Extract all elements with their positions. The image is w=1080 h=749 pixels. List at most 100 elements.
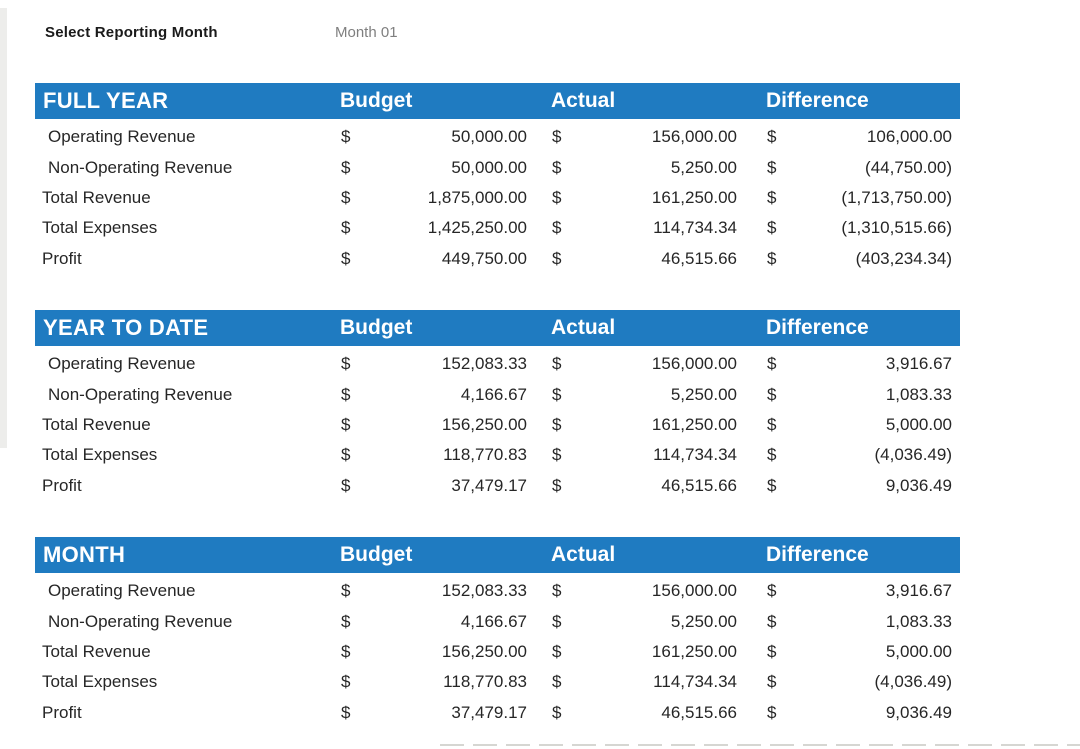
currency-symbol: $	[552, 414, 562, 434]
currency-symbol: $	[552, 384, 562, 404]
currency-symbol: $	[341, 445, 351, 465]
difference-value: (1,310,515.66)	[841, 218, 952, 238]
budget-cell: $37,479.17	[335, 703, 535, 723]
currency-symbol: $	[552, 475, 562, 495]
budget-cell: $4,166.67	[335, 612, 535, 632]
row-label: Total Expenses	[42, 218, 158, 238]
difference-cell: $ (44,750.00)	[745, 158, 960, 178]
difference-value: (1,713,750.00)	[841, 187, 952, 207]
actual-value: 5,250.00	[670, 157, 737, 177]
row-label: Operating Revenue	[48, 127, 196, 147]
column-header-difference: Difference	[766, 89, 869, 112]
budget-value: 4,166.67	[460, 611, 527, 631]
currency-symbol: $	[767, 127, 777, 147]
table-row: Total Revenue $1,875,000.00 $161,250.00 $ (1…	[35, 183, 960, 213]
currency-symbol: $	[552, 581, 562, 601]
table-body: Operating Revenue $152,083.33 $156,000.00 $…	[35, 573, 960, 728]
currency-symbol: $	[341, 248, 351, 268]
table-body: Operating Revenue $50,000.00 $156,000.00 $1…	[35, 119, 960, 274]
actual-cell: $161,250.00	[535, 642, 745, 662]
budget-cell: $1,875,000.00	[335, 188, 535, 208]
currency-symbol: $	[341, 641, 351, 661]
row-label: Total Expenses	[42, 445, 158, 465]
year-to-date-table-header: YEAR TO DATE Budget Actual Difference	[35, 310, 960, 346]
currency-symbol: $	[767, 354, 777, 374]
budget-cell: $50,000.00	[335, 127, 535, 147]
sheet-edge-shade	[0, 8, 7, 448]
budget-value: 118,770.83	[443, 672, 527, 692]
column-header-budget: Budget	[340, 316, 413, 339]
currency-symbol: $	[552, 218, 562, 238]
table-row: Non-Operating Revenue $4,166.67 $5,250.00 $…	[35, 379, 960, 409]
actual-value: 46,515.66	[661, 248, 737, 268]
table-row: Profit $37,479.17 $46,515.66 $9,036.49	[35, 471, 960, 501]
difference-value: 9,036.49	[885, 475, 952, 495]
column-header-budget: Budget	[340, 543, 413, 566]
currency-symbol: $	[767, 641, 777, 661]
table-row: Profit $37,479.17 $46,515.66 $9,036.49	[35, 698, 960, 728]
currency-symbol: $	[767, 581, 777, 601]
currency-symbol: $	[341, 414, 351, 434]
table-row: Total Expenses $118,770.83 $114,734.34 $ (4,…	[35, 440, 960, 470]
column-header-actual: Actual	[551, 89, 616, 112]
actual-value: 114,734.34	[653, 445, 737, 465]
currency-symbol: $	[767, 384, 777, 404]
column-header-budget: Budget	[340, 89, 413, 112]
currency-symbol: $	[341, 702, 351, 722]
currency-symbol: $	[341, 187, 351, 207]
currency-symbol: $	[341, 157, 351, 177]
currency-symbol: $	[341, 384, 351, 404]
row-label: Total Revenue	[42, 641, 151, 661]
actual-value: 156,000.00	[651, 127, 737, 147]
currency-symbol: $	[767, 672, 777, 692]
difference-cell: $3,916.67	[745, 581, 960, 601]
row-label: Profit	[42, 248, 82, 268]
budget-value: 118,770.83	[443, 445, 527, 465]
table-row: Non-Operating Revenue $50,000.00 $5,250.00…	[35, 152, 960, 182]
table-row: Total Expenses $118,770.83 $114,734.34 $ (4,…	[35, 667, 960, 697]
actual-value: 156,000.00	[651, 354, 737, 374]
table-title: MONTH	[43, 542, 126, 567]
row-label: Total Revenue	[42, 187, 151, 207]
column-header-difference: Difference	[766, 316, 869, 339]
budget-value: 152,083.33	[441, 581, 527, 601]
difference-value: 5,000.00	[885, 641, 952, 661]
currency-symbol: $	[552, 672, 562, 692]
currency-symbol: $	[552, 187, 562, 207]
currency-symbol: $	[552, 157, 562, 177]
budget-value: 50,000.00	[451, 127, 527, 147]
budget-cell: $156,250.00	[335, 642, 535, 662]
budget-value: 50,000.00	[451, 157, 527, 177]
difference-cell: $ (403,234.34)	[745, 249, 960, 269]
currency-symbol: $	[341, 611, 351, 631]
difference-cell: $ (1,713,750.00)	[745, 188, 960, 208]
difference-cell: $1,083.33	[745, 385, 960, 405]
row-label: Profit	[42, 475, 82, 495]
actual-value: 114,734.34	[653, 218, 737, 238]
difference-cell: $9,036.49	[745, 476, 960, 496]
difference-cell: $ (1,310,515.66)	[745, 218, 960, 238]
full-year-table: FULL YEAR Budget Actual Difference Opera…	[35, 83, 960, 274]
actual-value: 5,250.00	[670, 611, 737, 631]
difference-value: (44,750.00)	[865, 157, 952, 177]
page-break-dashed-line	[440, 744, 1080, 746]
table-row: Operating Revenue $152,083.33 $156,000.00 $…	[35, 576, 960, 606]
actual-cell: $46,515.66	[535, 249, 745, 269]
budget-value: 1,425,250.00	[427, 218, 527, 238]
actual-value: 161,250.00	[651, 641, 737, 661]
budget-cell: $37,479.17	[335, 476, 535, 496]
actual-cell: $46,515.66	[535, 703, 745, 723]
budget-value: 449,750.00	[441, 248, 527, 268]
table-title: FULL YEAR	[43, 88, 169, 113]
difference-cell: $5,000.00	[745, 642, 960, 662]
row-label: Total Revenue	[42, 414, 151, 434]
select-month-label: Select Reporting Month	[45, 24, 218, 41]
select-month-value[interactable]: Month 01	[335, 24, 398, 41]
row-label: Total Expenses	[42, 672, 158, 692]
row-label: Non-Operating Revenue	[48, 384, 233, 404]
currency-symbol: $	[767, 218, 777, 238]
budget-cell: $156,250.00	[335, 415, 535, 435]
currency-symbol: $	[552, 127, 562, 147]
currency-symbol: $	[767, 414, 777, 434]
difference-value: 1,083.33	[885, 611, 952, 631]
